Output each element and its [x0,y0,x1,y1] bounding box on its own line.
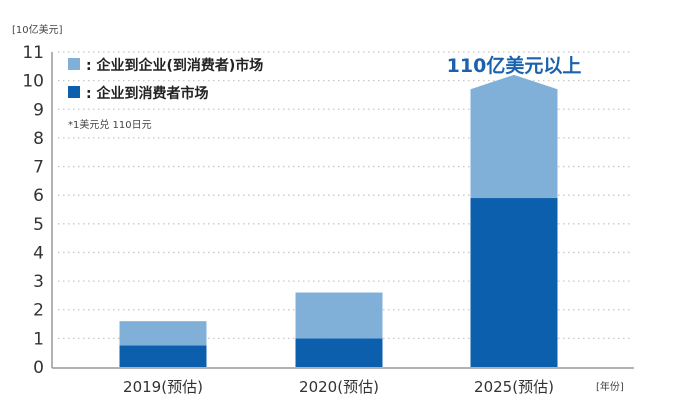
bar-segment [295,292,383,339]
y-tick-label: 1 [33,329,44,349]
bar-segment [119,321,207,346]
y-tick-label: 6 [33,186,44,206]
legend-swatch-b2b [68,58,80,70]
x-tick-labels: 2019(预估) 2020(预估) 2025(预估) [123,378,554,396]
y-tick-label: 0 [33,358,44,378]
y-tick-label: 5 [33,215,44,235]
y-tick-label: 7 [33,158,44,178]
y-tick-label: 8 [33,129,44,149]
bar-segment [470,74,558,199]
bar-segment [119,345,207,367]
y-axis-label: [10亿美元] [12,23,63,36]
x-axis-label: [年份] [596,380,624,393]
annotation-label: 110亿美元以上 [447,54,582,77]
bar-segment [295,338,383,367]
bar-segment [470,198,558,367]
y-tick-labels: 0 1 2 3 4 5 6 7 8 9 10 11 [22,43,44,378]
x-tick-label: 2019(预估) [123,378,203,396]
y-tick-label: 2 [33,301,44,321]
exchange-rate-note: *1美元兑 110日元 [68,118,152,131]
y-tick-label: 3 [33,272,44,292]
y-tick-label: 9 [33,100,44,120]
x-tick-label: 2025(预估) [474,378,554,396]
legend-label-b2c: : 企业到消费者市场 [86,85,208,102]
legend-label-b2b: : 企业到企业(到消费者)市场 [86,57,263,74]
legend-swatch-b2c [68,86,80,98]
x-tick-label: 2020(预估) [299,378,379,396]
y-tick-label: 11 [22,43,44,63]
y-tick-label: 10 [22,72,44,92]
bars [119,74,558,367]
y-tick-label: 4 [33,243,44,263]
